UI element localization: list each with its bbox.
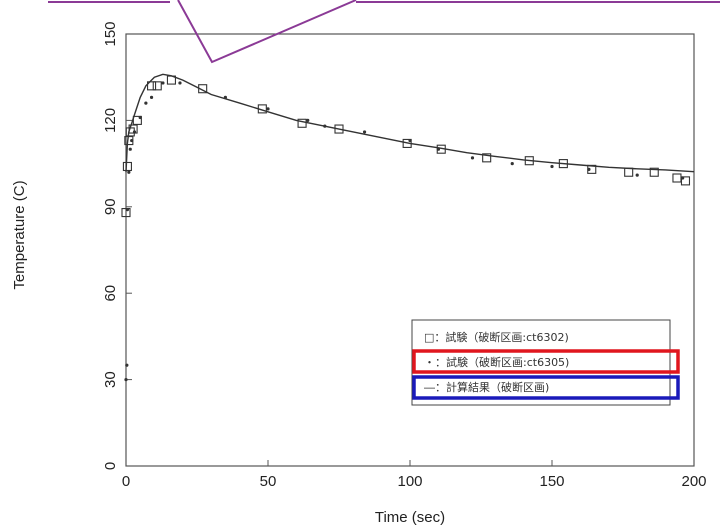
y-tick-label: 150 [102,21,119,46]
data-point-ct6305 [470,156,475,160]
x-tick-label: 0 [122,473,130,490]
data-point-ct6302 [334,124,344,134]
legend-box [411,319,671,406]
y-tick-label: 120 [102,108,119,133]
data-point-ct6305 [510,162,514,166]
data-point-ct6302 [624,167,634,177]
data-point-ct6302 [672,173,682,183]
data-point-ct6302 [297,118,307,128]
x-axis-label: Time (sec) [375,509,445,526]
x-tick-label: 150 [539,473,564,490]
data-point-ct6305 [587,167,591,171]
data-point-ct6305 [408,138,412,143]
data-point-ct6305 [125,208,130,212]
highlight-box-blue [412,375,680,400]
data-point-ct6305 [124,378,128,382]
y-tick-label: 90 [102,198,119,215]
series-line-calculated [125,73,695,173]
annotation-callout [177,0,357,64]
data-point-ct6305 [161,81,165,85]
legend-entry-3: ―：計算結果（破断区画) [424,380,549,394]
x-tick-label: 100 [397,473,422,490]
data-point-ct6302 [147,81,157,91]
data-point-ct6305 [266,107,270,111]
x-tick-label: 200 [681,473,706,490]
data-point-ct6305 [127,170,131,174]
data-point-ct6302 [482,153,492,163]
legend-entry-1: □：試験（破断区画:ct6302) [424,330,569,344]
data-point-ct6305 [125,363,129,367]
data-point-ct6302 [121,208,131,218]
data-point-ct6305 [138,115,142,120]
data-point-ct6305 [149,95,154,99]
y-tick-label: 60 [102,285,119,302]
legend-entry-2: ・：試験（破断区画:ct6305) [424,355,569,369]
data-point-ct6305 [362,130,367,134]
data-point-ct6305 [635,173,639,177]
axis-ticks: 0 50 100 150 200 0 30 60 90 120 150 [102,21,707,490]
x-tick-label: 50 [260,473,277,490]
y-tick-label: 0 [102,462,119,470]
data-point-ct6305 [178,81,182,85]
data-point-ct6305 [306,118,310,122]
data-point-ct6305 [681,176,685,180]
highlight-box-red [412,349,680,374]
data-point-ct6305 [144,101,148,105]
y-tick-label: 30 [102,371,119,388]
data-point-ct6305 [550,164,554,169]
data-point-ct6302 [122,161,132,172]
data-point-ct6305 [132,130,137,134]
data-point-ct6302 [680,176,691,186]
data-point-ct6305 [130,138,134,143]
data-point-ct6305 [128,147,132,151]
data-point-ct6302 [649,167,659,177]
annotation-lines [48,0,720,64]
y-axis-label: Temperature (C) [11,180,28,289]
series-layer [121,73,695,382]
legend: □：試験（破断区画:ct6302) ・：試験（破断区画:ct6305) ―：計算… [411,319,680,406]
data-point-ct6302 [152,81,162,91]
